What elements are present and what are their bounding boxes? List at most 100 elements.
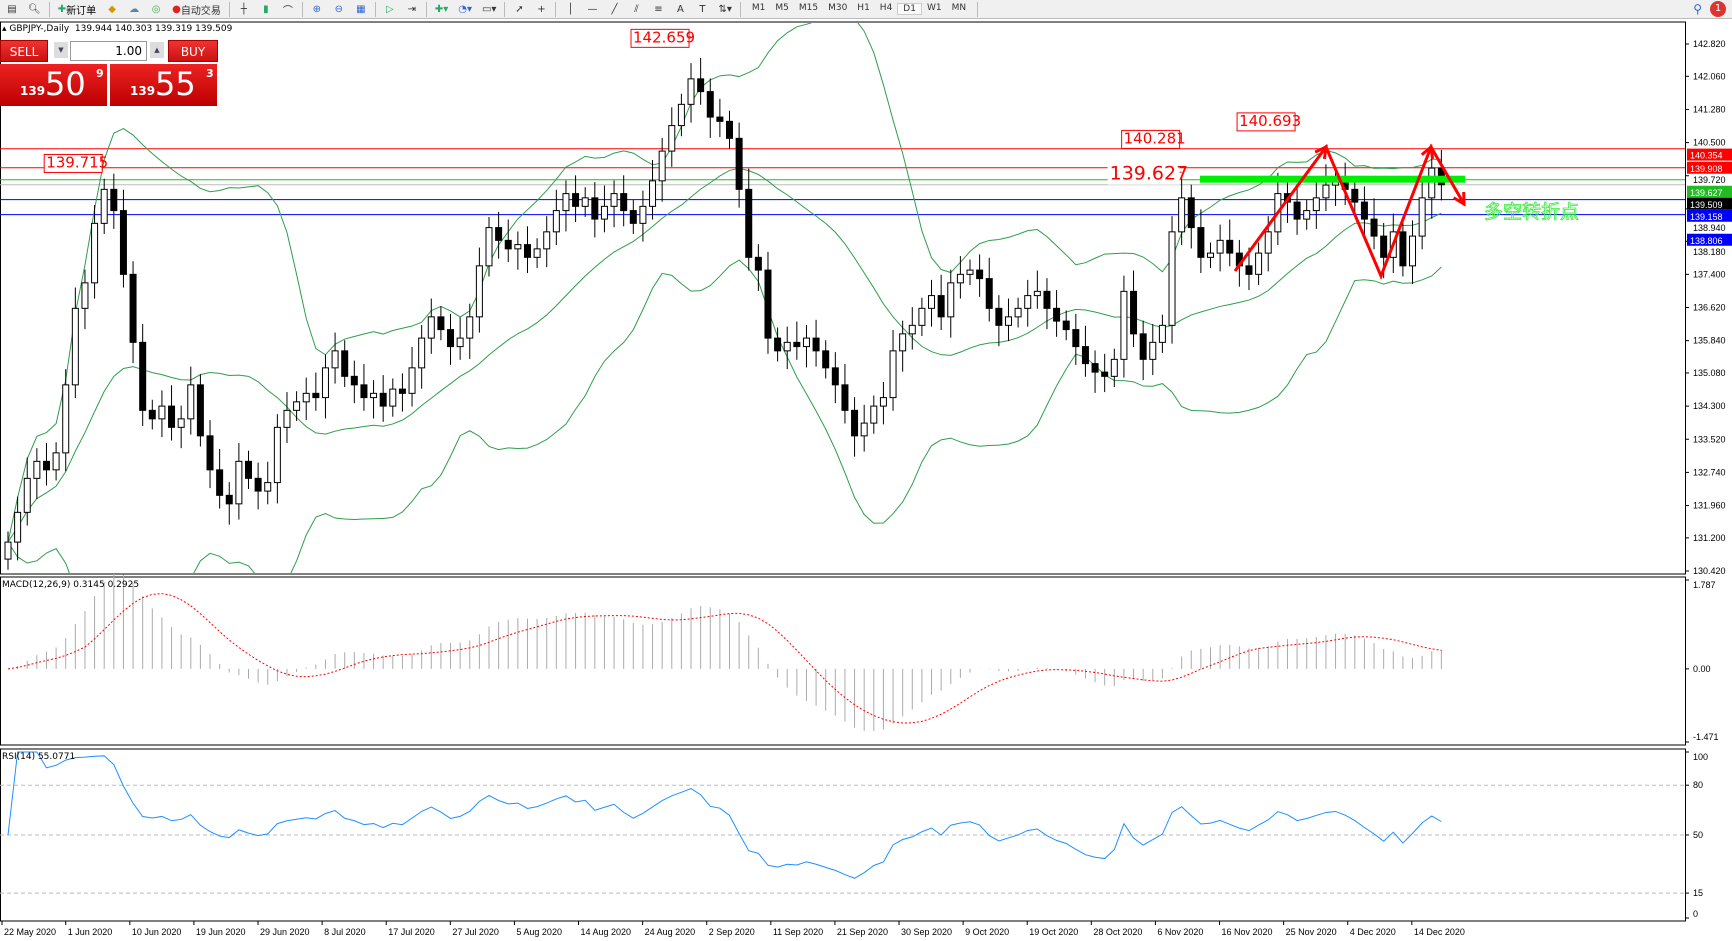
candle-body	[33, 460, 41, 479]
timeframe-w1[interactable]: W1	[926, 3, 942, 13]
candle-body	[918, 307, 926, 326]
date-tick-label: 24 Aug 2020	[645, 927, 696, 937]
sell-price-button[interactable]: 139 50 9	[0, 64, 107, 106]
candle-body	[1312, 197, 1320, 212]
sell-price-fraction: 9	[96, 67, 104, 80]
text-icon[interactable]: A	[677, 3, 684, 15]
date-tick-label: 10 Jun 2020	[132, 927, 182, 937]
indicators-icon[interactable]: ✚▾	[434, 3, 449, 15]
lot-increase-button[interactable]: ▲	[150, 42, 164, 58]
candle-body	[370, 392, 378, 399]
candle-body	[331, 350, 339, 369]
periods-icon[interactable]: ◔▾	[458, 3, 472, 15]
fibonacci-icon[interactable]: ≡	[654, 3, 663, 15]
candle-body	[129, 273, 137, 343]
date-tick-label: 6 Nov 2020	[1157, 927, 1203, 937]
candle-body	[158, 405, 166, 420]
signals-icon[interactable]: ◎	[151, 3, 161, 15]
market-watch-icon[interactable]: ◆	[108, 3, 116, 15]
notification-badge[interactable]: 1	[1710, 1, 1726, 17]
candle-body	[764, 269, 772, 339]
bollinger-upper	[7, 23, 1442, 543]
tile-windows-icon[interactable]: ▦	[356, 3, 366, 15]
price-line-label-bg	[1687, 148, 1732, 161]
price-tick-label: 133.520	[1693, 434, 1726, 444]
line-chart-icon[interactable]: ⌒	[282, 5, 293, 17]
auto-trading-button[interactable]: ● 自动交易	[170, 1, 223, 17]
text-label-icon[interactable]: T	[699, 3, 706, 15]
lot-decrease-button[interactable]: ▼	[54, 42, 68, 58]
candlestick-icon[interactable]: ▮	[263, 3, 269, 15]
candle-body	[418, 337, 426, 369]
equidistant-channel-icon[interactable]: ⫽	[634, 3, 639, 15]
candle-body	[697, 78, 705, 93]
search-icon[interactable]: ⚲	[1693, 2, 1702, 16]
candle-body	[976, 269, 984, 280]
price-label-box	[1107, 162, 1180, 185]
sell-button[interactable]: SELL	[0, 40, 48, 62]
price-label: 139.715	[46, 153, 108, 171]
timeframe-m30[interactable]: M30	[828, 3, 848, 13]
candle-body	[1110, 358, 1118, 377]
arrow-head-icon	[1314, 144, 1328, 160]
divider	[48, 1, 50, 17]
candle-body	[14, 511, 22, 543]
trendline-icon[interactable]: ╱	[611, 3, 618, 15]
candle-body	[591, 197, 599, 220]
candle-body	[1255, 252, 1263, 275]
zoom-out-icon[interactable]: ⊖	[334, 3, 344, 15]
templates-icon[interactable]: ▭▾	[481, 3, 497, 15]
macd-signal-line	[7, 593, 1442, 724]
chart-shift-icon[interactable]: ⇥	[407, 3, 417, 15]
price-tick-label: 142.820	[1693, 39, 1726, 49]
buy-price-button[interactable]: 139 55 3	[110, 64, 217, 106]
new-order-button[interactable]: ✚ 新订单	[57, 3, 97, 17]
zoom-preview-icon[interactable]: 🔍︎	[28, 3, 41, 15]
candle-body	[466, 316, 474, 339]
price-label: 140.281	[1124, 129, 1186, 147]
date-tick-label: 29 Jun 2020	[260, 927, 310, 937]
candle-body	[1245, 265, 1253, 275]
bar-chart-icon[interactable]: ┼	[240, 3, 247, 15]
vertical-line-icon[interactable]: │	[567, 3, 574, 15]
rsi-tick-label: 0	[1693, 909, 1698, 919]
timeframe-m15[interactable]: M15	[798, 3, 819, 13]
candle-body	[1303, 210, 1311, 220]
lot-size-input[interactable]: 1.00	[70, 41, 147, 61]
candle-body	[774, 337, 782, 352]
price-label-box	[43, 153, 103, 173]
price-tick-label: 135.840	[1693, 336, 1726, 346]
timeframe-m5[interactable]: M5	[775, 3, 789, 13]
horizontal-line-icon[interactable]: —	[587, 3, 598, 15]
print-icon[interactable]: ▤	[7, 3, 17, 15]
buy-button[interactable]: BUY	[168, 40, 218, 62]
candle-body	[1187, 197, 1195, 229]
auto-scroll-icon[interactable]: ▷	[385, 3, 394, 15]
candle-body	[1139, 333, 1147, 360]
candle-body	[283, 409, 291, 428]
candle-body	[1226, 239, 1234, 254]
candle-body	[1053, 307, 1061, 322]
cursor-icon[interactable]: ➚	[515, 3, 524, 15]
timeframe-mn[interactable]: MN	[951, 3, 967, 13]
price-tick-label: 131.960	[1693, 501, 1726, 511]
timeframe-d1[interactable]: D1	[897, 3, 922, 15]
price-tick-label: 136.620	[1693, 303, 1726, 313]
candle-body	[1120, 290, 1128, 360]
candle-body	[899, 333, 907, 352]
timeframe-m1[interactable]: M1	[751, 3, 766, 13]
timeframe-h4[interactable]: H4	[879, 3, 893, 13]
candle-body	[870, 405, 878, 424]
chart-canvas[interactable]: 142.820 142.060 141.280 140.500 140.354 139.9…	[0, 19, 1732, 941]
arrows-icon[interactable]: ⇅▾	[718, 3, 732, 15]
candle-body	[273, 426, 281, 484]
candle-body	[1418, 197, 1426, 237]
rsi-label: RSI(14) 55.0771	[2, 752, 76, 762]
chart-ohlc: 139.944 140.303 139.319 139.509	[74, 24, 233, 34]
timeframe-h1[interactable]: H1	[857, 3, 870, 13]
price-line-label-bg	[1687, 161, 1732, 174]
crosshair-icon[interactable]: +	[537, 3, 546, 15]
annotation-text: 多空转折点	[1484, 201, 1579, 223]
zoom-in-icon[interactable]: ⊕	[312, 3, 322, 15]
navigator-icon[interactable]: ☁	[129, 3, 140, 15]
